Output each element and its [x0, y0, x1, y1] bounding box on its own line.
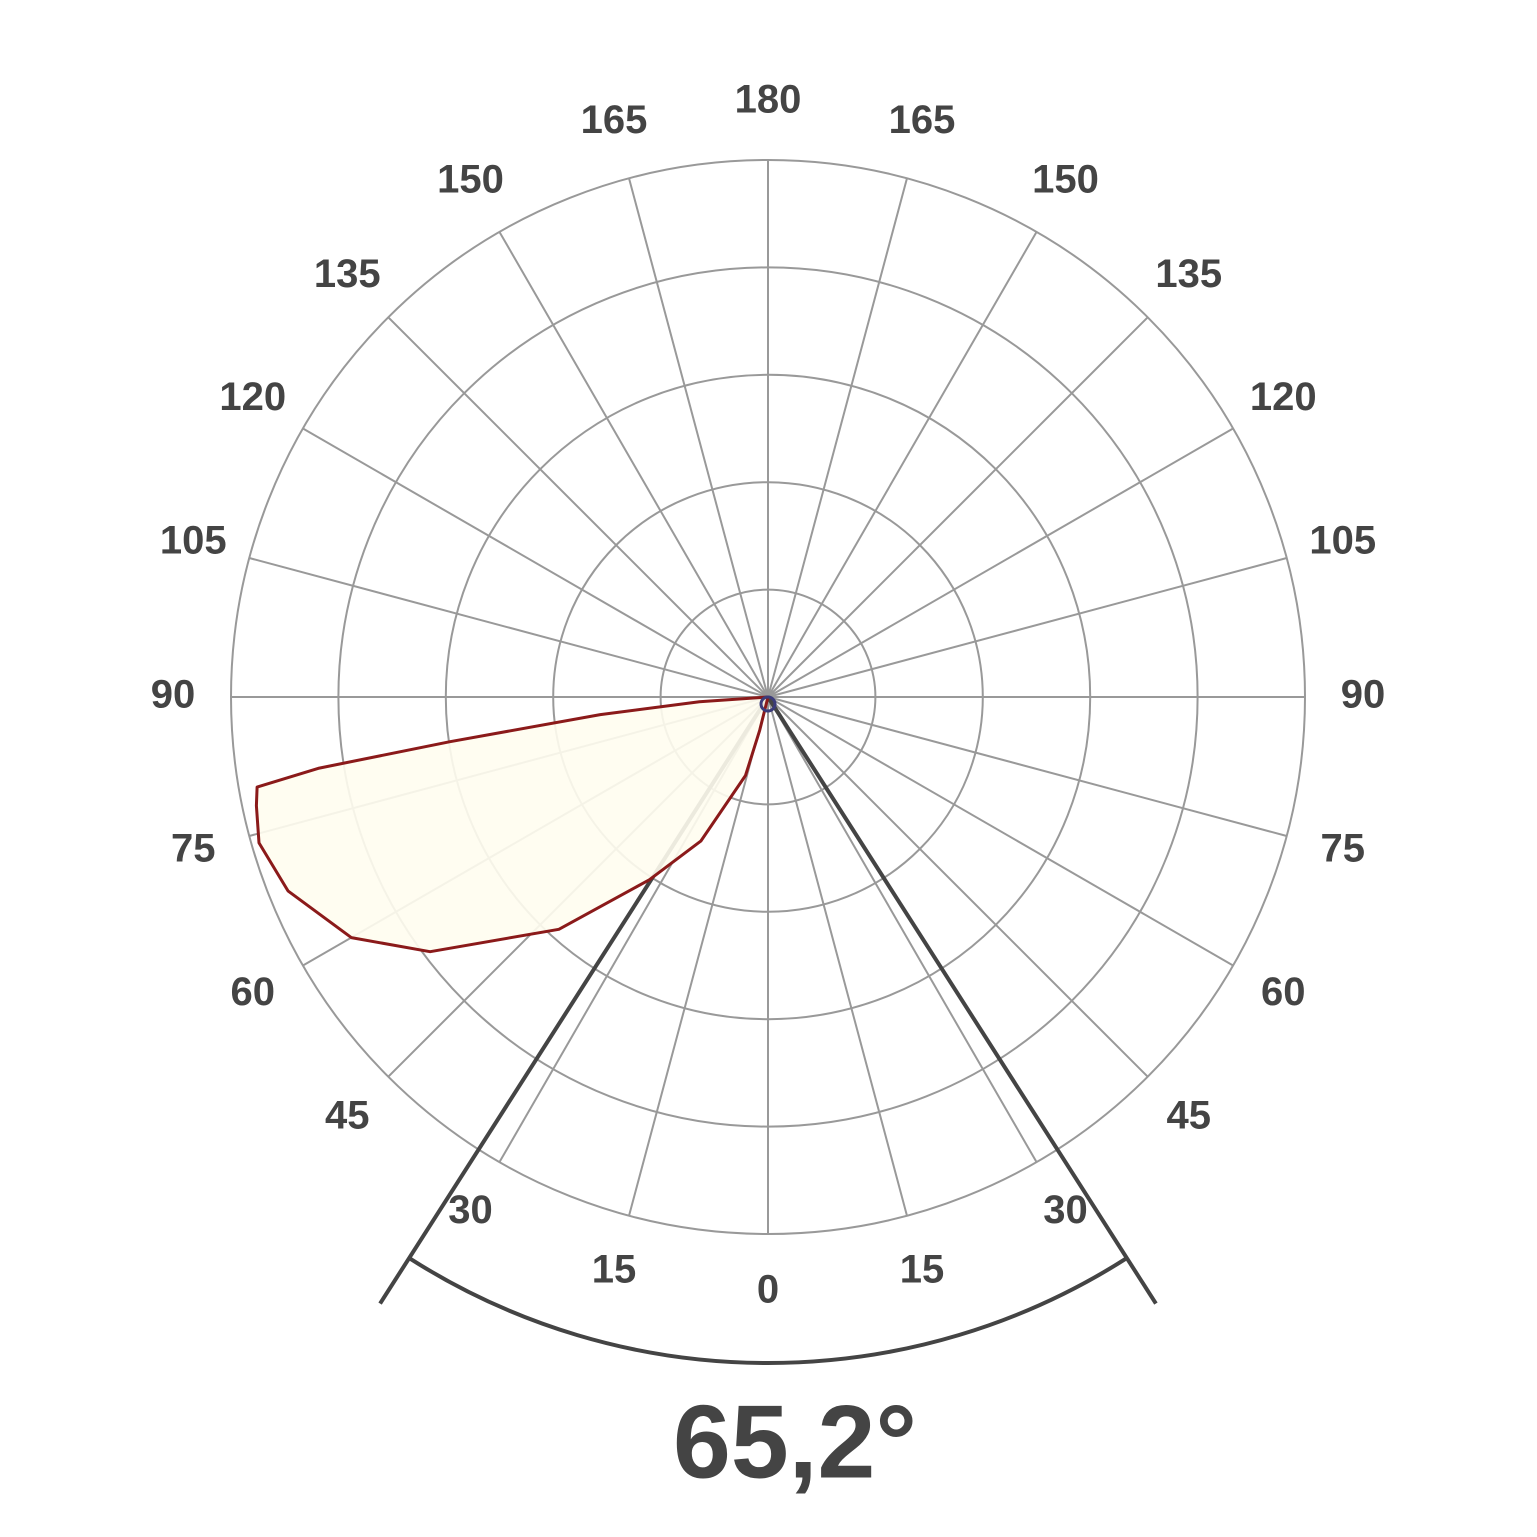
grid-spoke — [767, 696, 908, 1216]
grid-spoke — [498, 231, 769, 698]
beam-angle-label: 65,2° — [673, 1384, 917, 1500]
angle-tick-label: 75 — [1320, 827, 1365, 871]
center-marker — [759, 695, 777, 713]
angle-tick-label: 60 — [230, 970, 275, 1014]
angle-tick-label: 90 — [151, 673, 196, 717]
angle-tick-label: 15 — [900, 1247, 945, 1291]
grid-spoke — [628, 178, 769, 698]
grid-spoke — [767, 696, 1038, 1163]
angle-tick-label: 0 — [757, 1268, 779, 1312]
angle-tick-label: 120 — [1250, 375, 1317, 419]
grid-spoke — [387, 316, 769, 698]
angle-tick-label: 150 — [1032, 157, 1099, 201]
angle-tick-label: 135 — [314, 252, 381, 296]
angle-tick-label: 135 — [1155, 252, 1222, 296]
beam-line — [766, 695, 1158, 1305]
grid-spoke — [767, 316, 1149, 698]
angle-tick-label: 180 — [735, 78, 802, 122]
angle-tick-label: 30 — [448, 1188, 493, 1232]
grid-spoke — [628, 696, 769, 1216]
angle-tick-label: 105 — [160, 519, 227, 563]
grid-spoke — [767, 427, 1234, 698]
grid-spoke — [249, 557, 769, 698]
grid-spoke — [767, 178, 908, 698]
grid-spoke — [767, 557, 1287, 698]
angle-tick-label: 90 — [1341, 673, 1386, 717]
angle-tick-label: 105 — [1309, 519, 1376, 563]
angle-tick-label: 75 — [171, 827, 216, 871]
intensity-curve — [254, 695, 770, 954]
angle-tick-label: 15 — [592, 1247, 637, 1291]
angle-tick-label: 30 — [1043, 1188, 1088, 1232]
angle-tick-label: 45 — [1166, 1093, 1211, 1137]
grid-spoke — [767, 696, 1287, 837]
angle-tick-label: 120 — [219, 375, 286, 419]
grid-spoke — [767, 696, 1149, 1078]
grid-spoke — [302, 427, 769, 698]
beam-arc — [408, 1256, 1128, 1365]
grid-spoke — [767, 696, 1234, 967]
grid-spoke — [767, 231, 1038, 698]
angle-tick-label: 45 — [325, 1093, 370, 1137]
angle-tick-label: 150 — [437, 157, 504, 201]
angle-tick-label: 165 — [581, 98, 648, 142]
angle-tick-label: 165 — [889, 98, 956, 142]
angle-tick-label: 60 — [1261, 970, 1306, 1014]
